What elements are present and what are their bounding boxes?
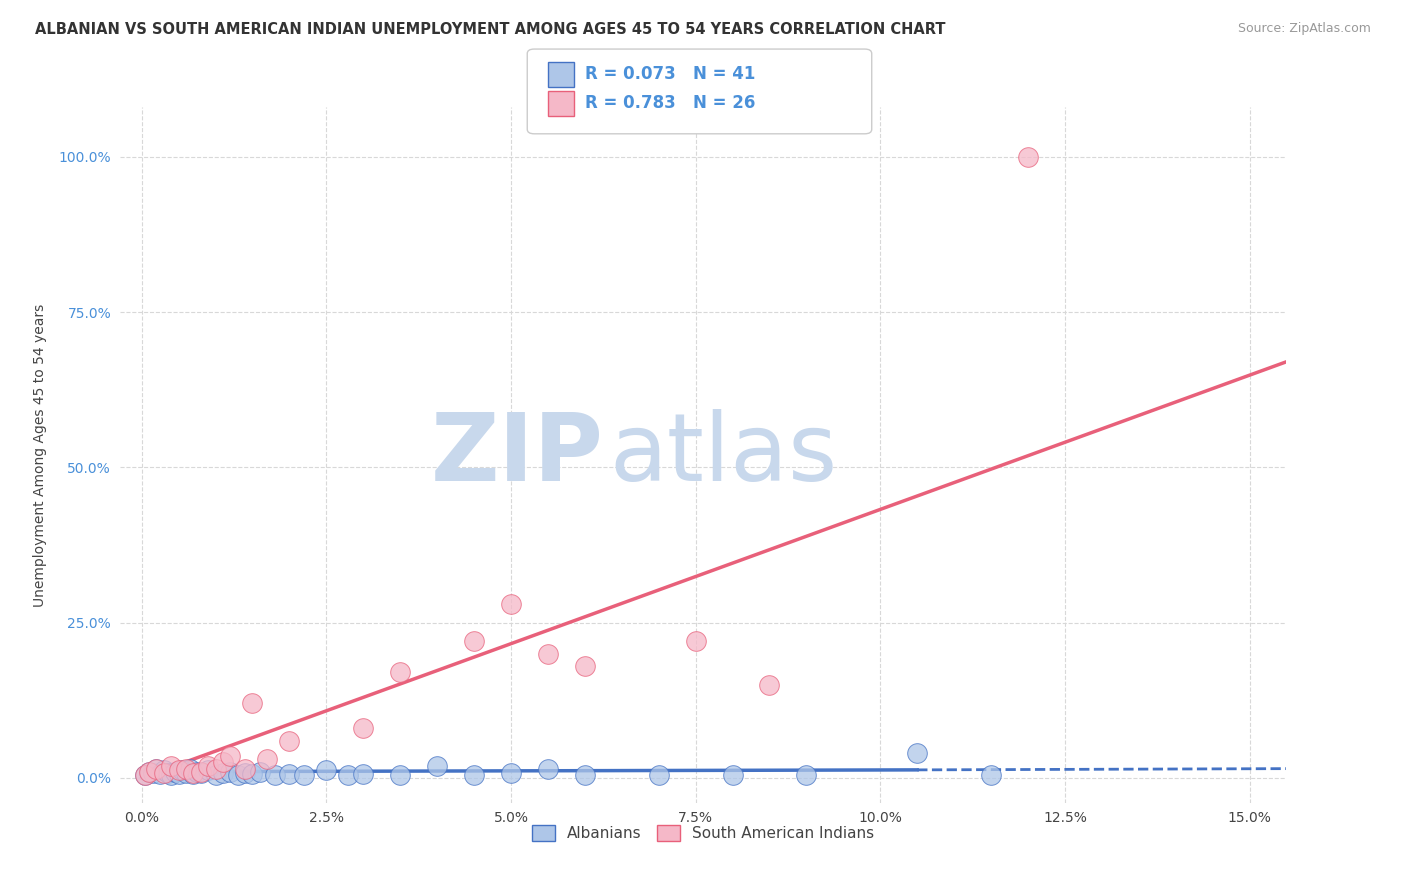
Point bbox=[160, 758, 183, 772]
Point bbox=[352, 766, 374, 780]
Point bbox=[219, 749, 242, 764]
Point bbox=[463, 768, 485, 782]
Point bbox=[142, 766, 165, 780]
Point bbox=[212, 766, 235, 780]
Legend: Albanians, South American Indians: Albanians, South American Indians bbox=[526, 819, 880, 847]
Point bbox=[204, 768, 226, 782]
Point bbox=[153, 766, 176, 780]
Point bbox=[190, 766, 212, 780]
Point bbox=[721, 768, 744, 782]
Point bbox=[352, 721, 374, 735]
Point bbox=[197, 764, 219, 778]
Point bbox=[190, 764, 212, 779]
Point bbox=[183, 767, 205, 781]
Point bbox=[796, 768, 818, 782]
Point bbox=[138, 764, 160, 779]
Point bbox=[337, 768, 360, 782]
Point bbox=[574, 768, 596, 782]
Point bbox=[219, 764, 242, 779]
Point bbox=[226, 768, 249, 782]
Point bbox=[138, 764, 160, 779]
Point bbox=[186, 764, 208, 779]
Point bbox=[145, 762, 167, 776]
Point bbox=[389, 768, 412, 782]
Point bbox=[167, 764, 190, 778]
Point bbox=[242, 767, 264, 781]
Point bbox=[263, 768, 285, 782]
Point bbox=[426, 758, 449, 772]
Point bbox=[256, 752, 278, 766]
Point bbox=[204, 762, 226, 776]
Point bbox=[233, 762, 256, 776]
Point bbox=[233, 766, 256, 780]
Point bbox=[499, 766, 522, 780]
Text: R = 0.073   N = 41: R = 0.073 N = 41 bbox=[585, 65, 755, 83]
Point bbox=[537, 762, 560, 776]
Point bbox=[149, 767, 172, 781]
Point bbox=[1017, 150, 1039, 164]
Point bbox=[278, 766, 301, 780]
Text: Source: ZipAtlas.com: Source: ZipAtlas.com bbox=[1237, 22, 1371, 36]
Point bbox=[980, 768, 1002, 782]
Point bbox=[179, 762, 201, 776]
Point bbox=[292, 768, 315, 782]
Text: ZIP: ZIP bbox=[430, 409, 603, 501]
Point bbox=[647, 768, 669, 782]
Text: ALBANIAN VS SOUTH AMERICAN INDIAN UNEMPLOYMENT AMONG AGES 45 TO 54 YEARS CORRELA: ALBANIAN VS SOUTH AMERICAN INDIAN UNEMPL… bbox=[35, 22, 946, 37]
Point bbox=[174, 766, 197, 780]
Point bbox=[163, 764, 186, 779]
Point bbox=[389, 665, 412, 680]
Point bbox=[212, 756, 235, 770]
Point bbox=[134, 768, 156, 782]
Point bbox=[685, 634, 707, 648]
Point bbox=[242, 697, 264, 711]
Point bbox=[183, 766, 205, 780]
Point bbox=[574, 659, 596, 673]
Point bbox=[758, 678, 780, 692]
Point bbox=[315, 764, 337, 778]
Text: R = 0.783   N = 26: R = 0.783 N = 26 bbox=[585, 95, 755, 112]
Point bbox=[156, 766, 179, 780]
Point bbox=[537, 647, 560, 661]
Point bbox=[249, 764, 271, 779]
Point bbox=[197, 758, 219, 772]
Text: atlas: atlas bbox=[610, 409, 838, 501]
Point bbox=[905, 746, 928, 760]
Point bbox=[174, 762, 197, 776]
Point bbox=[153, 764, 176, 778]
Point bbox=[172, 764, 194, 778]
Point bbox=[278, 733, 301, 747]
Point bbox=[463, 634, 485, 648]
Point bbox=[145, 762, 167, 776]
Point bbox=[499, 597, 522, 611]
Y-axis label: Unemployment Among Ages 45 to 54 years: Unemployment Among Ages 45 to 54 years bbox=[34, 303, 48, 607]
Point bbox=[160, 768, 183, 782]
Point bbox=[167, 766, 190, 780]
Point bbox=[134, 768, 156, 782]
